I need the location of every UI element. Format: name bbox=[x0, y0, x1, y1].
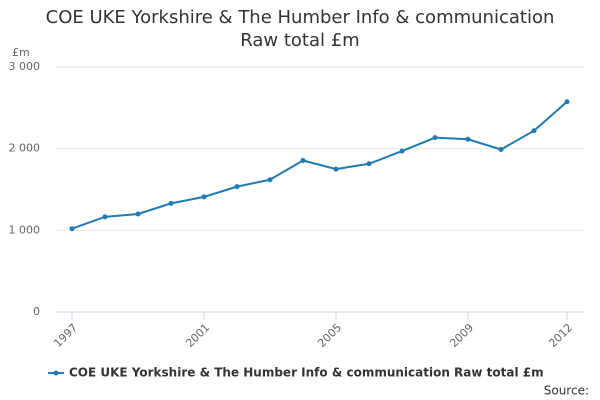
x-tick-label: 2005 bbox=[315, 321, 344, 350]
data-point bbox=[333, 166, 339, 172]
y-tick-label: 3 000 bbox=[9, 60, 41, 73]
data-point bbox=[465, 136, 471, 142]
source: Source: bbox=[544, 384, 589, 398]
series-line bbox=[71, 100, 568, 230]
data-point bbox=[267, 177, 273, 183]
data-point bbox=[498, 146, 504, 152]
data-point bbox=[564, 99, 570, 105]
chart-title: COE UKE Yorkshire & The Humber Info & co… bbox=[46, 7, 555, 28]
legend-label: COE UKE Yorkshire & The Humber Info & co… bbox=[69, 366, 544, 380]
data-point bbox=[399, 148, 405, 154]
y-tick-label: 0 bbox=[33, 305, 40, 318]
x-tick-label: 1997 bbox=[51, 321, 80, 350]
chart-title: Raw total £m bbox=[240, 30, 359, 51]
y-tick-label: 1 000 bbox=[9, 223, 41, 236]
data-point bbox=[234, 184, 240, 190]
data-point bbox=[69, 226, 75, 232]
data-point bbox=[201, 194, 207, 200]
data-point bbox=[432, 135, 438, 141]
data-point bbox=[135, 211, 141, 217]
x-tick-label: 2001 bbox=[183, 321, 212, 350]
data-point bbox=[531, 128, 537, 134]
y-axis-label: £m bbox=[12, 46, 30, 59]
x-tick-label: 2009 bbox=[447, 321, 476, 350]
x-tick-label: 2012 bbox=[546, 321, 575, 350]
data-point bbox=[168, 200, 174, 206]
data-point bbox=[300, 158, 306, 164]
legend-marker bbox=[53, 370, 59, 376]
data-point bbox=[102, 214, 108, 220]
data-point bbox=[366, 161, 372, 167]
y-tick-label: 2 000 bbox=[9, 142, 41, 155]
